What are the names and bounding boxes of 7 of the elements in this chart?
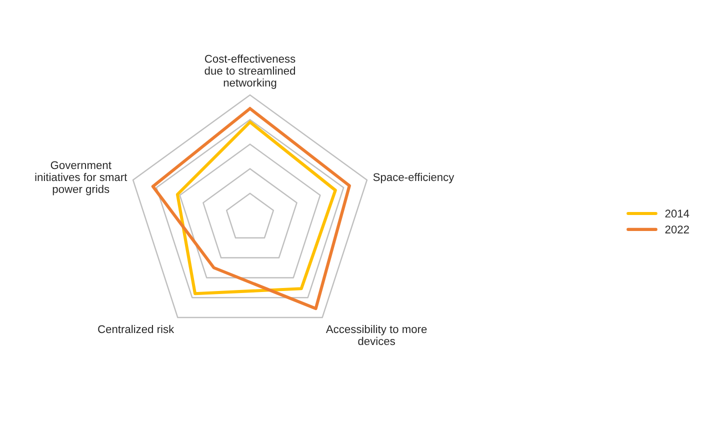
legend-label: 2014 — [665, 210, 690, 218]
spoke-label: Government initiatives for smart power grids — [35, 161, 128, 196]
spoke-label: Accessibility to more devices — [326, 324, 427, 346]
spoke-label: Space-efficiency — [373, 172, 454, 184]
spoke-label: Cost-effectiveness due to streamlined networking — [204, 54, 296, 89]
legend-label: 2022 — [665, 226, 689, 234]
spoke-label: Centralized risk — [98, 324, 174, 334]
